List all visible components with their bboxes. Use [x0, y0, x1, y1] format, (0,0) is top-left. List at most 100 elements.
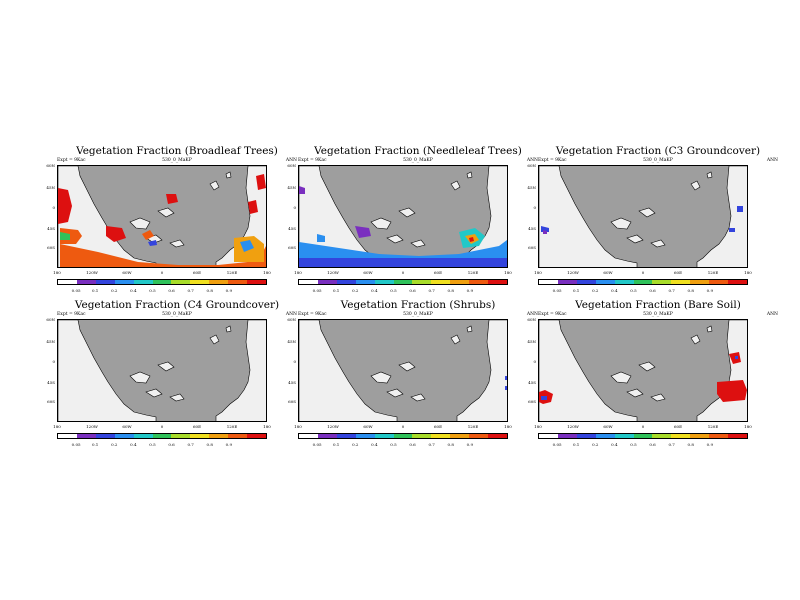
colorbar	[57, 279, 267, 285]
longitude-tick-label: 0	[401, 424, 405, 429]
colorbar-swatch	[355, 280, 375, 284]
colorbar-label: 0.4	[130, 288, 137, 293]
land-region	[209, 180, 220, 191]
colorbar-swatch	[336, 280, 356, 284]
panel-title: Vegetation Fraction (C3 Groundcover)	[555, 145, 761, 157]
colorbar-swatch	[209, 280, 229, 284]
latitude-tick-label: 0	[52, 205, 55, 210]
colorbar-swatch	[488, 434, 507, 438]
colorbar-swatch	[557, 434, 577, 438]
colorbar-swatch	[576, 280, 596, 284]
latitude-tick-label: 60S	[528, 245, 536, 250]
land-region	[626, 388, 644, 398]
colorbar-swatch	[336, 434, 356, 438]
longitude-tick-label: 0	[160, 270, 164, 275]
longitude-tick-label: 180	[744, 270, 752, 275]
colorbar-label: 0.5	[390, 288, 397, 293]
colorbar-label: 0.5	[630, 442, 637, 447]
colorbar-swatch	[652, 280, 672, 284]
vegetation-fraction-region	[256, 174, 266, 190]
colorbar-swatch	[671, 434, 691, 438]
vegetation-fraction-region	[717, 380, 747, 402]
period-label: ANN	[526, 312, 538, 317]
longitude-tick-label: 180	[263, 270, 271, 275]
colorbar-swatch	[95, 280, 115, 284]
colorbar-swatch	[247, 434, 266, 438]
longitude-tick-label: 120E	[226, 424, 238, 429]
colorbar-label: 0.8	[447, 288, 454, 293]
latitude-tick-label: 60S	[288, 399, 296, 404]
panel-title: Vegetation Fraction (Broadleaf Trees)	[76, 145, 278, 157]
vegetation-fraction-region	[240, 240, 254, 252]
longitude-tick-label: 60W	[603, 270, 613, 275]
land-region	[386, 234, 404, 244]
land-region	[539, 166, 638, 267]
colorbar-label: 0.7	[668, 288, 675, 293]
latitude-tick-label: 45N	[527, 339, 536, 344]
land-region	[58, 320, 157, 421]
colorbar-label: 0.05	[312, 442, 322, 447]
land-region	[215, 320, 266, 421]
land-region	[370, 217, 392, 230]
colorbar-swatch	[671, 280, 691, 284]
vegetation-fraction-region	[505, 386, 507, 390]
colorbar-label: 0.05	[312, 288, 322, 293]
map-canvas	[539, 166, 747, 267]
vegetation-fraction-region	[543, 230, 547, 234]
vegetation-fraction-region	[58, 188, 72, 224]
colorbar-swatch	[412, 280, 432, 284]
longitude-tick-label: 0	[401, 270, 405, 275]
land-region	[157, 207, 175, 218]
colorbar-label: 0.4	[371, 288, 378, 293]
land-region	[638, 361, 656, 372]
land-region	[398, 207, 416, 218]
colorbar-swatch	[317, 280, 337, 284]
colorbar-swatch	[431, 280, 451, 284]
land-region	[145, 388, 163, 398]
latitude-tick-label: 60N	[527, 317, 536, 322]
land-region	[169, 239, 185, 248]
colorbar-label: 0.1	[91, 442, 99, 447]
longitude-tick-label: 120W	[327, 424, 339, 429]
map-plot	[298, 319, 508, 422]
colorbar-label: 0.7	[187, 288, 194, 293]
colorbar-swatch	[709, 280, 729, 284]
colorbar-swatch	[95, 434, 115, 438]
colorbar-swatch	[374, 434, 394, 438]
latitude-tick-label: 45S	[288, 226, 296, 231]
panel-title: Vegetation Fraction (Needleleaf Trees)	[314, 145, 522, 157]
latitude-tick-label: 0	[533, 205, 536, 210]
colorbar-label: 0.7	[187, 442, 194, 447]
colorbar-swatch	[171, 434, 191, 438]
colorbar-swatch	[469, 434, 489, 438]
colorbar-swatch	[76, 280, 96, 284]
colorbar-label: 0.5	[390, 442, 397, 447]
colorbar-label: 0.7	[668, 442, 675, 447]
map-panel-4: Vegetation Fraction (C4 Groundcover) Expt…	[46, 299, 297, 449]
colorbar-swatch	[450, 434, 470, 438]
vegetation-fraction-region	[729, 228, 735, 232]
vegetation-fraction-region	[166, 194, 178, 204]
vegetation-fraction-region	[299, 186, 305, 194]
colorbar-label: 0.2	[592, 442, 599, 447]
land-region	[456, 320, 507, 421]
period-label: ANN	[285, 312, 297, 317]
longitude-tick-label: 60E	[673, 424, 683, 429]
vegetation-fraction-region	[148, 240, 157, 246]
vegetation-fraction-region	[735, 356, 738, 359]
land-region	[410, 239, 426, 248]
panel-subtitle: 530_0_MaKP	[643, 312, 673, 317]
latitude-tick-label: 45S	[47, 226, 55, 231]
colorbar-label: 0.9	[225, 442, 232, 447]
map-plot	[298, 165, 508, 268]
longitude-tick-label: 180	[504, 424, 512, 429]
land-region	[129, 371, 151, 384]
land-region	[386, 388, 404, 398]
map-plot	[57, 319, 267, 422]
colorbar-label: 0.05	[552, 442, 562, 447]
colorbar-label: 0.05	[71, 288, 81, 293]
colorbar-label: 0.1	[332, 442, 340, 447]
colorbar	[538, 433, 748, 439]
latitude-tick-label: 0	[293, 205, 296, 210]
land-region	[610, 371, 632, 384]
